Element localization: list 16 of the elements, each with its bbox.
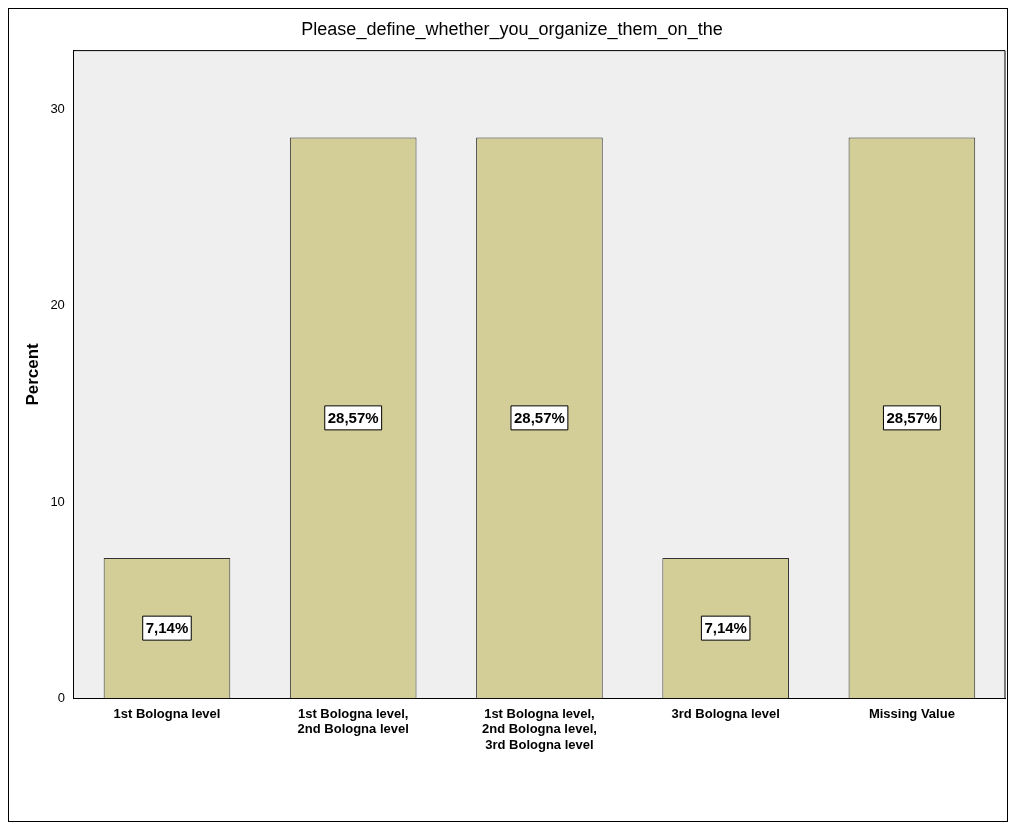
x-tick-label: 1st Bologna level [113,705,221,721]
data-label: 7,14% [704,619,747,637]
x-tick-label: 1st Bologna level, 2nd Bologna level, 3rd Bologna level [482,705,597,752]
x-tick-label: 3rd Bologna level [671,705,780,721]
y-tick-label: 20 [50,297,65,313]
data-label: 7,14% [145,619,189,637]
data-label: 28,57% [886,409,938,427]
x-tick-label: Missing Value [868,705,955,721]
y-tick-label: 0 [57,689,65,705]
x-tick-label: 1st Bologna level, 2nd Bologna level [297,705,409,737]
chart-title: Please_define_whether_you_organize_them_on_the [301,18,723,40]
data-label: 28,57% [513,409,565,427]
y-tick-label: 30 [50,101,65,117]
y-tick-label: 10 [50,493,65,509]
y-axis-title: Percent [22,342,42,406]
data-label: 28,57% [327,409,379,427]
